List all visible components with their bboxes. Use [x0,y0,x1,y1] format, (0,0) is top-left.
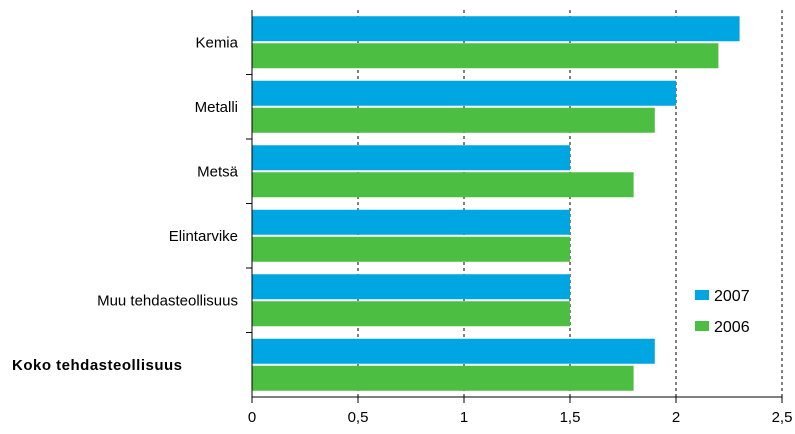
legend-swatch-2006 [695,321,709,331]
category-label-5: Koko tehdasteollisuus [12,357,183,374]
bar-2007-5 [252,338,655,364]
x-tick-label-2: 1 [460,409,468,426]
bar-2007-3 [252,209,570,235]
legend-label-2006: 2006 [714,319,750,336]
category-label-4: Muu tehdasteollisuus [97,292,238,309]
bar-2006-0 [252,43,719,69]
category-label-1: Metalli [195,99,238,116]
bar-2007-1 [252,80,676,106]
bar-2006-1 [252,107,655,133]
bar-2006-2 [252,172,634,198]
bar-2006-4 [252,301,570,327]
bar-2007-4 [252,274,570,300]
x-tick-label-4: 2 [672,409,680,426]
category-labels: Kemia Metalli Metsä Elintarvike Muu tehdaste… [12,34,239,374]
legend-label-2007: 2007 [714,288,750,305]
x-tick-label-0: 0 [248,409,256,426]
x-tick-labels: 0 0,5 1 1,5 2 2,5 [248,409,793,426]
x-tick-label-3: 1,5 [560,409,581,426]
category-label-3: Elintarvike [169,228,238,245]
bar-2006-5 [252,365,634,391]
legend-swatch-2007 [695,290,709,300]
category-label-0: Kemia [195,34,238,51]
x-tick-label-5: 2,5 [772,409,793,426]
bar-2006-3 [252,236,570,262]
axes [246,10,783,403]
category-label-2: Metsä [197,163,239,180]
bars [252,16,740,391]
gridlines [357,10,783,397]
bar-2007-0 [252,16,740,42]
bar-2007-2 [252,145,570,171]
x-tick-label-1: 0,5 [348,409,369,426]
legend: 2007 2006 [695,288,750,336]
